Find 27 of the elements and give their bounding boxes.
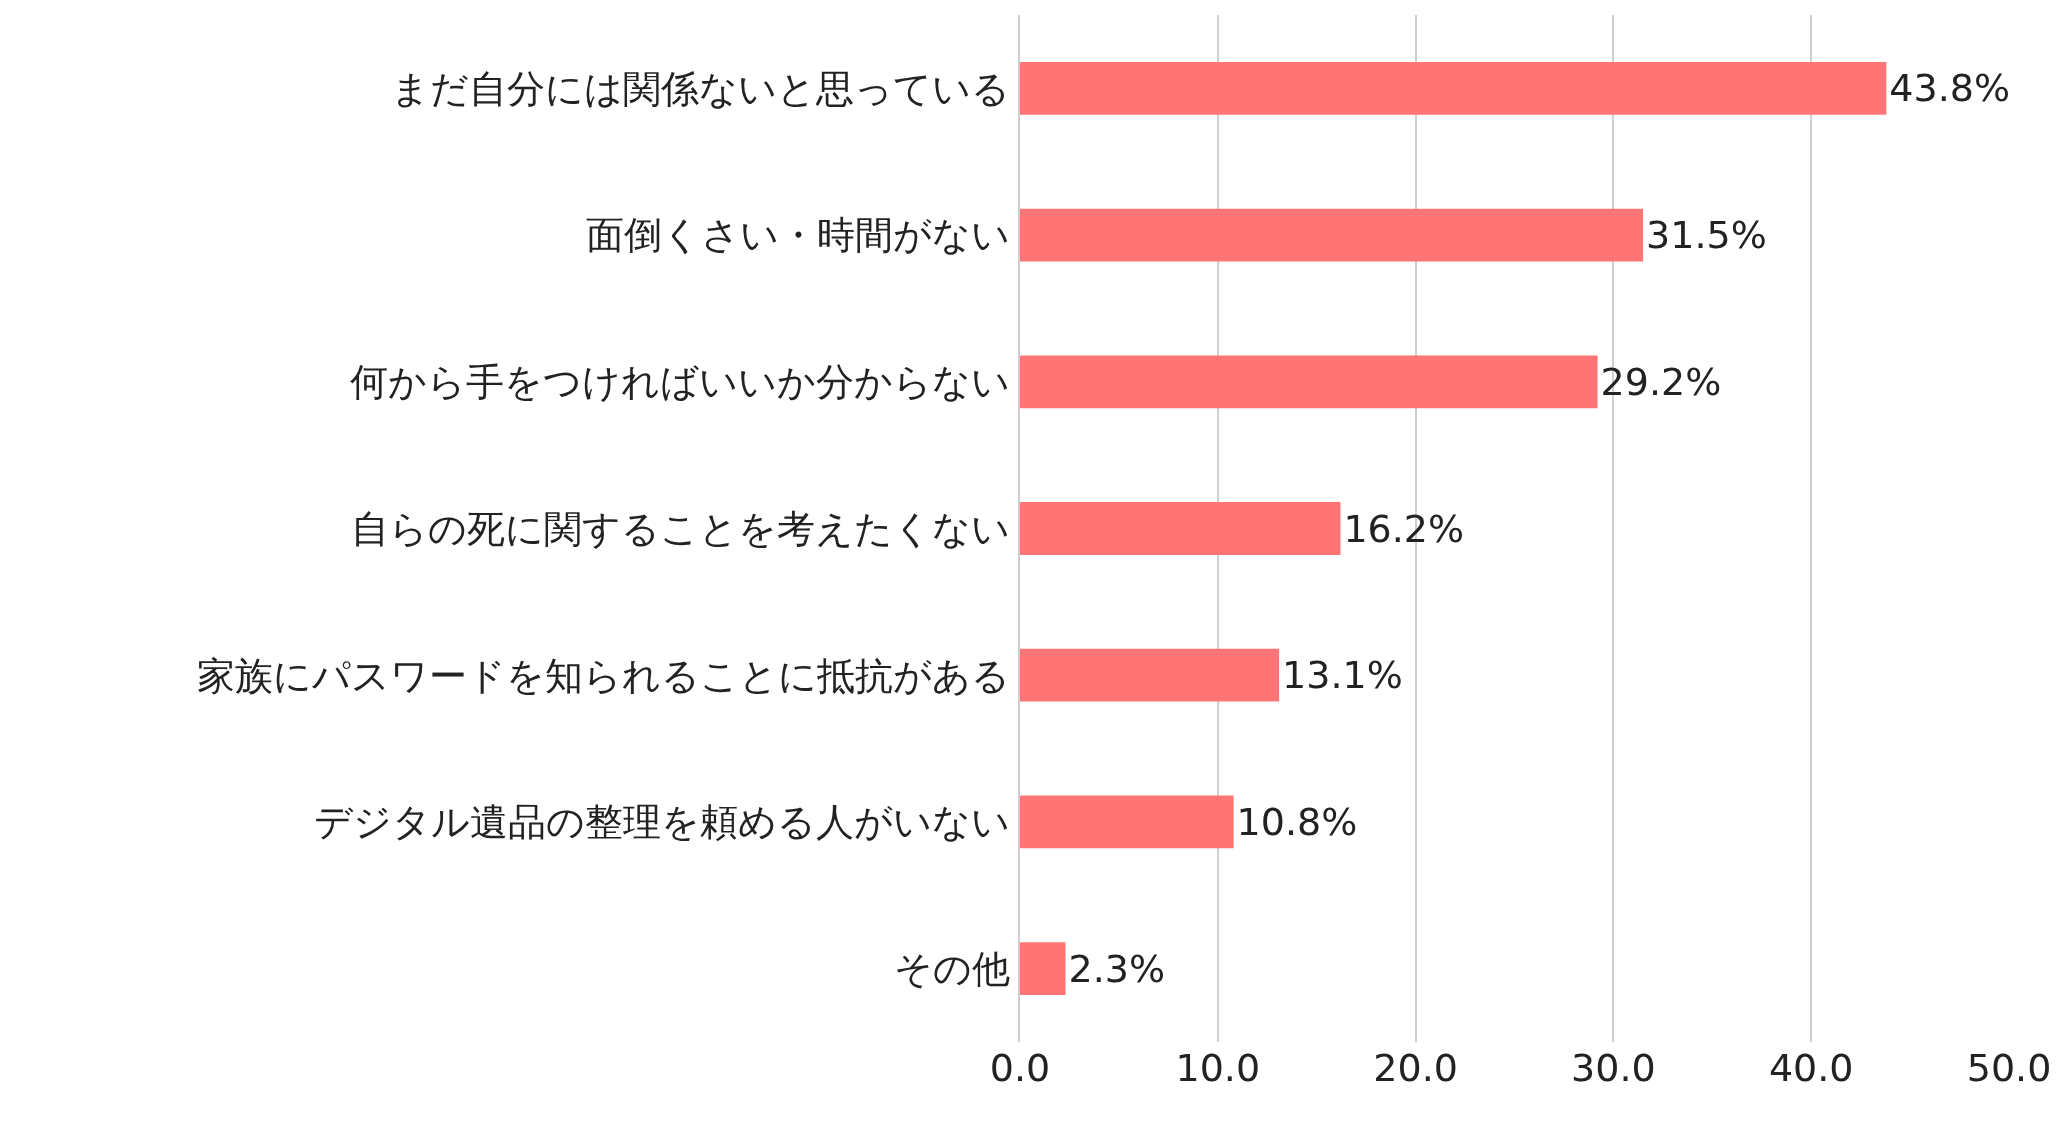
bar (1020, 61, 1887, 115)
y-tick-label: 自らの死に関することを考えたくない (351, 506, 1011, 551)
x-tick-label: 50.0 (1966, 1046, 2052, 1090)
x-tick-label: 30.0 (1571, 1046, 1656, 1090)
y-tick-label: その他 (894, 946, 1011, 991)
x-tick-label: 20.0 (1373, 1046, 1458, 1090)
bar (1020, 208, 1644, 262)
bar (1020, 795, 1234, 849)
bar (1020, 502, 1341, 555)
data-label: 13.1% (1282, 653, 1403, 698)
data-label: 16.2% (1343, 506, 1465, 551)
data-label: 2.3% (1068, 946, 1166, 991)
x-tick-label: 0.0 (989, 1046, 1051, 1090)
data-label: 31.5% (1646, 213, 1767, 258)
x-tick-label: 40.0 (1768, 1046, 1854, 1090)
y-tick-label: まだ自分には関係ないと思っている (391, 66, 1011, 111)
data-label: 10.8% (1236, 799, 1358, 844)
y-tick-label: 何から手をつければいいか分からない (350, 360, 1011, 405)
y-tick-label: 家族にパスワードを知られることに抵抗がある (197, 653, 1011, 698)
data-label: 43.8% (1889, 66, 2011, 111)
bar (1020, 355, 1598, 409)
y-tick-label: デジタル遺品の整理を頼める人がいない (314, 800, 1011, 845)
bar (1020, 942, 1066, 996)
x-tick-label: 10.0 (1175, 1046, 1261, 1090)
data-label: 29.2% (1600, 359, 1722, 404)
y-tick-label: 面倒くさい・時間がない (586, 213, 1011, 258)
bar (1020, 648, 1280, 702)
